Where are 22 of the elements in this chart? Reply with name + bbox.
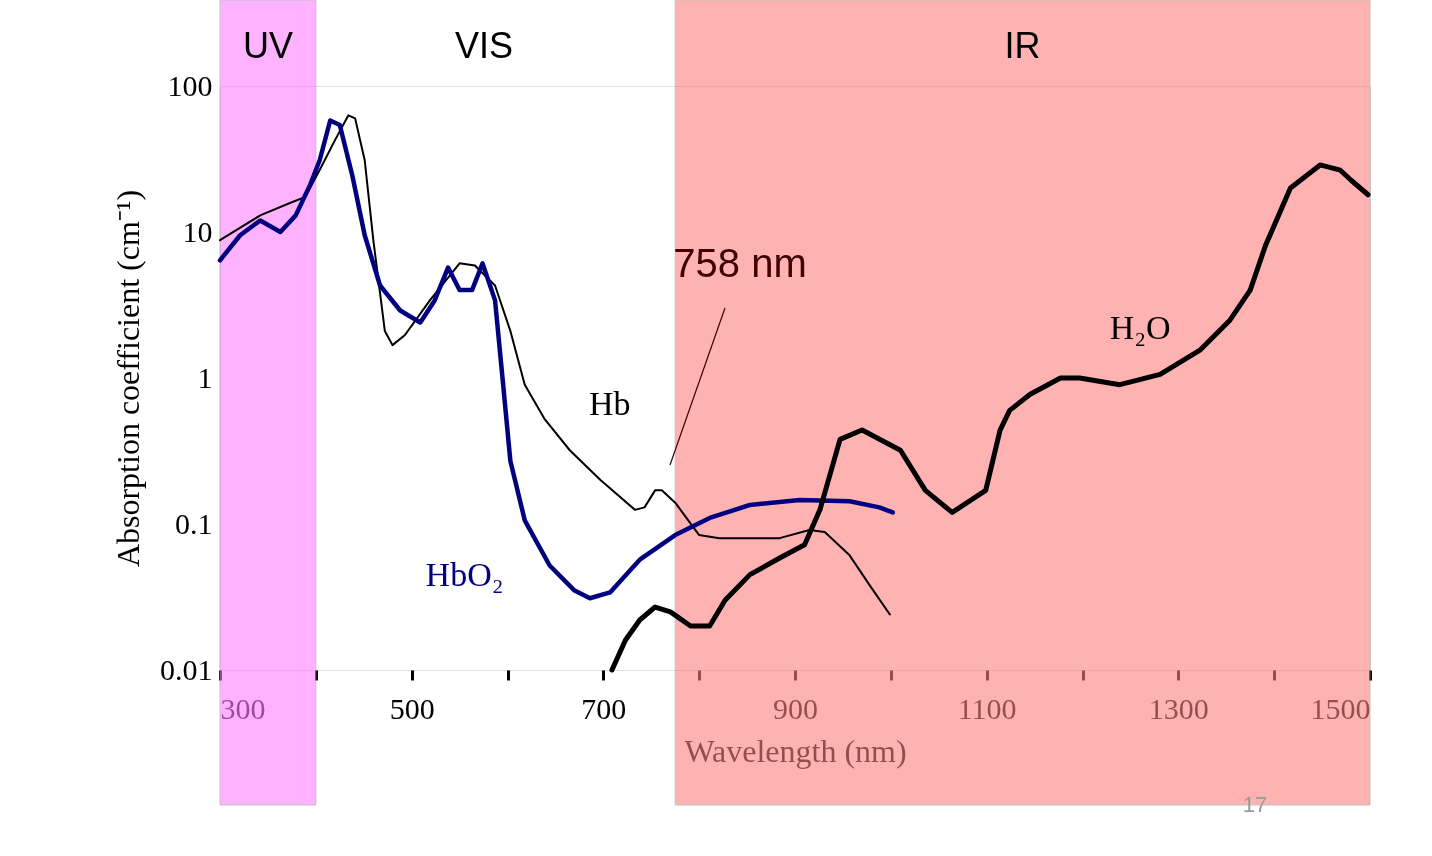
y-tick-label: 0.01 xyxy=(160,652,213,686)
y-tick-label: 100 xyxy=(167,68,213,102)
y-tick-label: 10 xyxy=(182,214,213,248)
x-tick-label: 1300 xyxy=(1148,691,1209,725)
y-axis-title: Absorption coefficient (cm⁻¹) xyxy=(110,189,146,568)
y-tick-label: 0.1 xyxy=(175,506,213,540)
band-label: IR xyxy=(1004,25,1041,66)
y-tick-label: 1 xyxy=(197,360,213,394)
series-label: HbO₂ xyxy=(425,555,504,593)
x-tick-label: 300 xyxy=(220,691,266,725)
band-label: UV xyxy=(242,25,293,66)
x-tick-label: 700 xyxy=(581,691,627,725)
x-tick-label: 500 xyxy=(389,691,435,725)
x-tick-label: 1500 xyxy=(1310,691,1371,725)
x-tick-label: 1100 xyxy=(957,691,1017,725)
text: 17 xyxy=(1242,792,1268,817)
text: VIS xyxy=(454,25,514,66)
series-label: Hb xyxy=(589,385,631,423)
series-label: H₂O xyxy=(1109,309,1171,347)
annotation: 758 nm xyxy=(673,241,807,285)
x-axis-title: Wavelength (nm) xyxy=(684,732,907,769)
x-tick-label: 900 xyxy=(773,691,818,725)
